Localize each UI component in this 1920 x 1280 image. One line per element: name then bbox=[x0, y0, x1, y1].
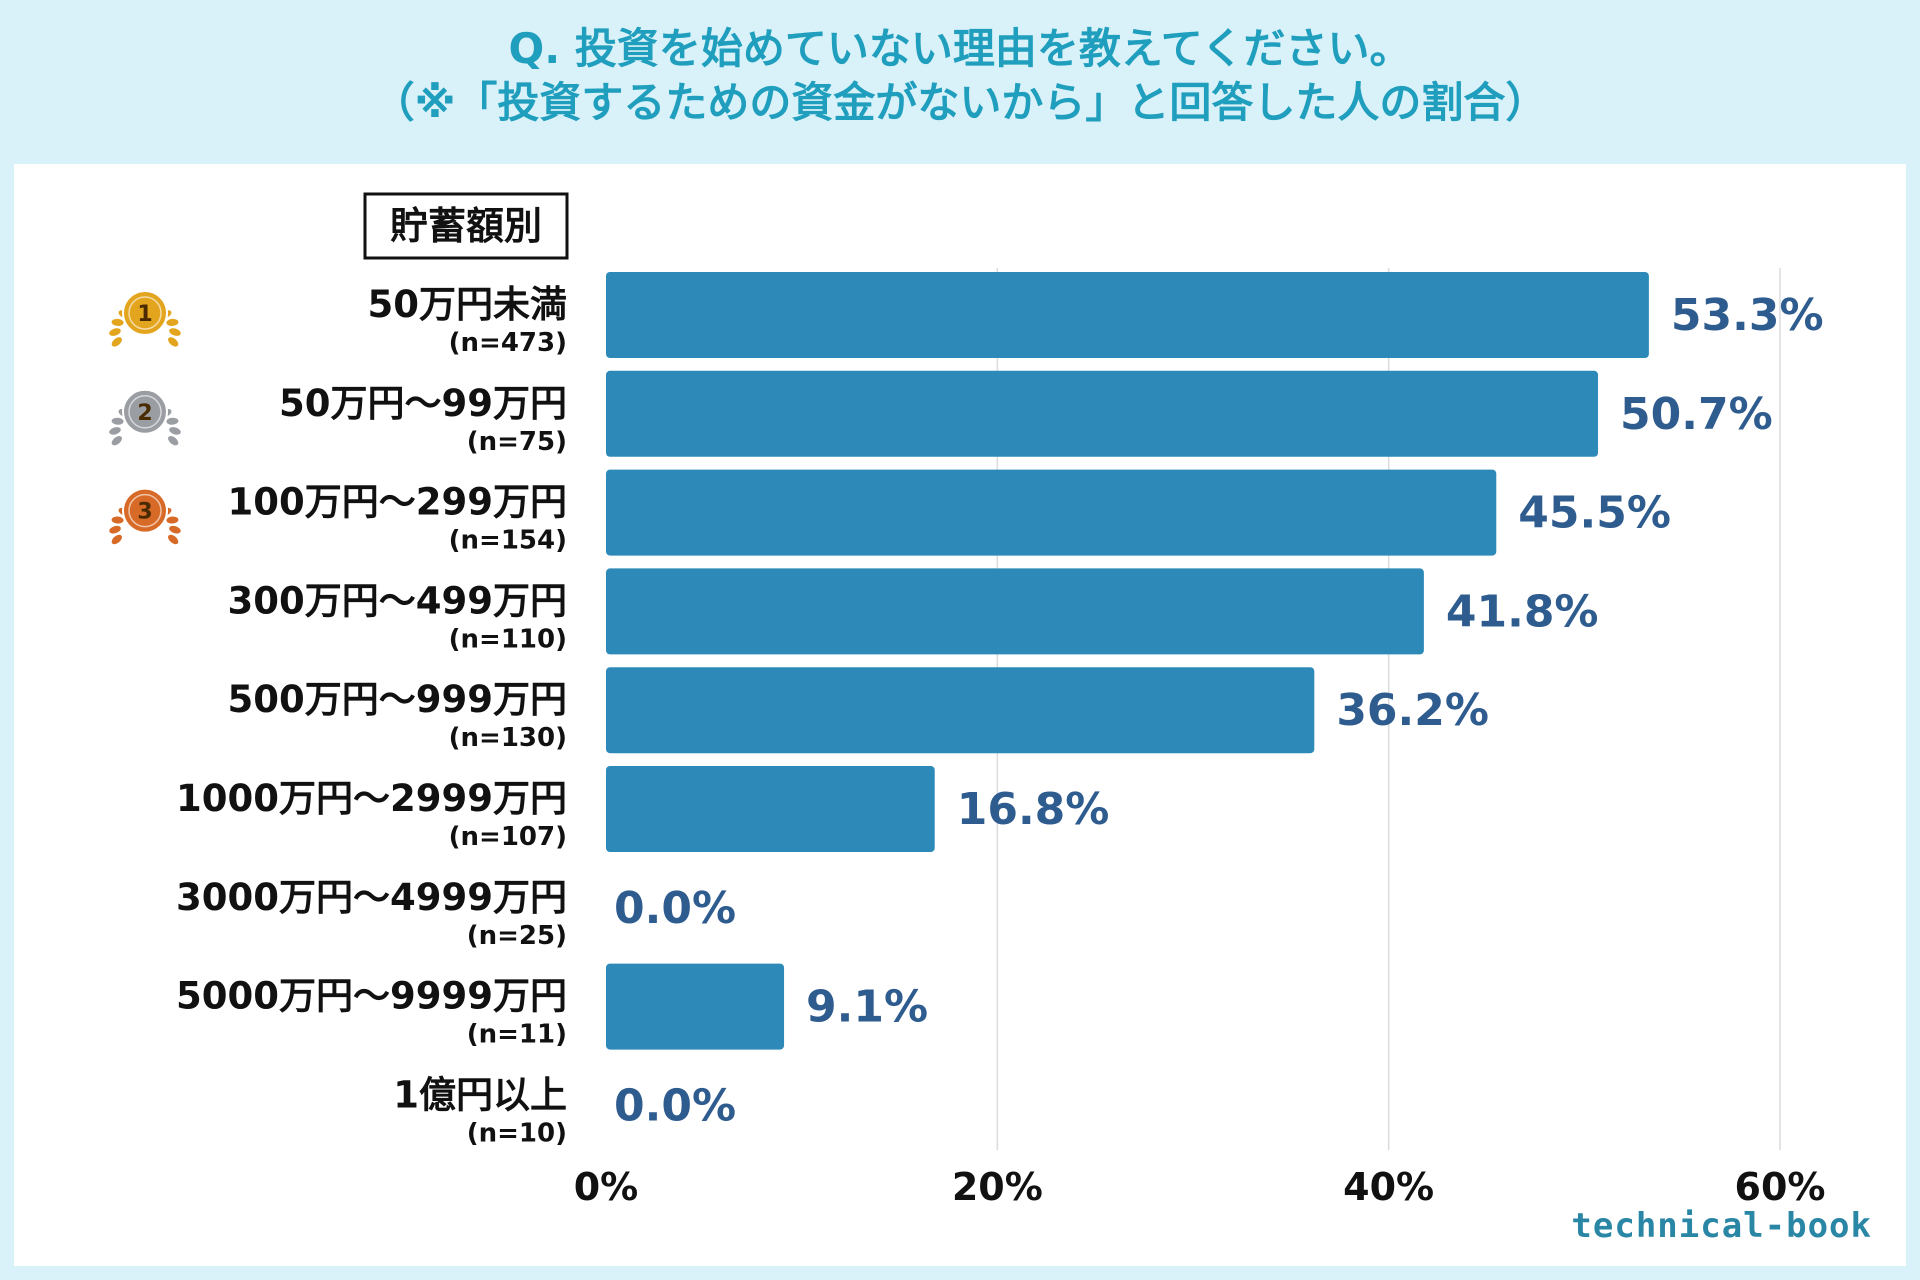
laurel-leaf bbox=[169, 427, 181, 435]
x-tick-label: 60% bbox=[1735, 1165, 1826, 1209]
medal-rank-label: 3 bbox=[137, 500, 152, 525]
silver-medal-icon: 2 bbox=[109, 388, 181, 446]
bars bbox=[606, 272, 1649, 1050]
medal-ring bbox=[128, 395, 162, 429]
bar bbox=[606, 370, 1599, 457]
category-label: 5000万円～9999万円 bbox=[176, 975, 567, 1018]
category-labels: 50万円未満(n=473)50万円～99万円(n=75)100万円～299万円(… bbox=[176, 283, 567, 1148]
chart-panel: 貯蓄額別 50万円未満 (n=473) 50万円～99万円 (n=75) 100万円～2… bbox=[14, 164, 1906, 1266]
laurel-leaf bbox=[166, 318, 179, 326]
value-label: 9.1% bbox=[806, 982, 928, 1033]
laurel-leaf bbox=[111, 318, 124, 326]
sample-size-label: (n=11) bbox=[467, 1020, 567, 1050]
x-tick-label: 40% bbox=[1343, 1165, 1434, 1209]
laurel-leaf bbox=[166, 417, 179, 425]
bar bbox=[606, 469, 1497, 556]
laurel-leaf bbox=[111, 516, 124, 524]
value-label: 36.2% bbox=[1336, 685, 1489, 736]
value-label: 0.0% bbox=[614, 883, 736, 934]
brand-logo: technical-book bbox=[1571, 1206, 1872, 1246]
legend-box-label: 貯蓄額別 bbox=[390, 204, 542, 248]
medal-rank-label: 2 bbox=[137, 401, 152, 426]
chart-title-line1: Q. 投資を始めていない理由を教えてください。 bbox=[508, 24, 1412, 73]
sample-size-label: (n=25) bbox=[467, 921, 567, 951]
laurel-leaf bbox=[111, 337, 122, 347]
medal-ring bbox=[128, 296, 162, 330]
value-label: 50.7% bbox=[1620, 389, 1773, 440]
sample-size-label: (n=107) bbox=[449, 822, 567, 852]
laurel-leaf bbox=[109, 427, 121, 435]
sample-size-label: (n=154) bbox=[449, 526, 567, 556]
laurel-leaf bbox=[169, 328, 181, 336]
category-label: 50万円未満 bbox=[368, 283, 568, 326]
bar bbox=[606, 272, 1649, 358]
x-tick-label: 20% bbox=[952, 1165, 1043, 1209]
category-label: 1000万円～2999万円 bbox=[176, 777, 567, 820]
x-tick-label: 0% bbox=[574, 1165, 639, 1209]
sample-size-label: (n=110) bbox=[449, 624, 567, 654]
sample-size-label: (n=75) bbox=[467, 427, 567, 457]
chart-title: Q. 投資を始めていない理由を教えてください。 （※「投資するための資金がないか… bbox=[0, 22, 1920, 130]
laurel-leaf bbox=[166, 516, 179, 524]
bronze-medal-icon: 3 bbox=[109, 487, 181, 545]
gold-medal-icon: 1 bbox=[109, 290, 181, 347]
laurel-leaf bbox=[111, 534, 122, 545]
rank-medals: 1 2 3 bbox=[109, 290, 181, 545]
bar bbox=[606, 766, 935, 852]
laurel-leaf bbox=[168, 534, 179, 545]
bar bbox=[606, 568, 1424, 655]
value-label: 0.0% bbox=[614, 1080, 736, 1131]
category-label: 50万円～99万円 bbox=[279, 382, 567, 425]
bar-chart: 貯蓄額別 50万円未満(n=473) 50万円～99万円(n=75) 100万円～2… bbox=[109, 192, 1826, 1209]
category-label: 3000万円～4999万円 bbox=[176, 876, 567, 919]
value-label: 16.8% bbox=[957, 784, 1110, 835]
sample-size-label: (n=130) bbox=[449, 723, 567, 753]
laurel-leaf bbox=[168, 435, 179, 446]
value-label: 41.8% bbox=[1446, 586, 1599, 637]
x-tick-labels: 0% 20% 40% 60% bbox=[574, 1165, 1826, 1209]
value-label: 45.5% bbox=[1518, 488, 1671, 539]
category-label: 100万円～299万円 bbox=[228, 481, 567, 524]
sample-size-label: (n=473) bbox=[449, 328, 567, 358]
laurel-leaf bbox=[111, 417, 124, 425]
medal-ring bbox=[128, 493, 162, 528]
category-label: 500万円～999万円 bbox=[228, 678, 567, 721]
chart-title-line2: （※「投資するための資金がないから」と回答した人の割合） bbox=[372, 78, 1548, 127]
laurel-leaf bbox=[111, 435, 122, 446]
category-label: 1億円以上 bbox=[393, 1073, 567, 1116]
bar bbox=[606, 667, 1315, 754]
category-label: 300万円～499万円 bbox=[228, 579, 567, 622]
laurel-leaf bbox=[168, 337, 179, 347]
laurel-leaf bbox=[109, 328, 121, 336]
bar bbox=[606, 963, 785, 1050]
value-label: 53.3% bbox=[1671, 290, 1824, 341]
laurel-leaf bbox=[169, 525, 181, 534]
legend-box: 貯蓄額別 bbox=[363, 192, 569, 260]
laurel-leaf bbox=[109, 525, 121, 534]
medal-rank-label: 1 bbox=[137, 302, 152, 327]
sample-size-label: (n=10) bbox=[467, 1118, 567, 1148]
value-labels: 53.3% 50.7% 45.5% 41.8% 36.2% 16.8% 0.0% 9.1% 0.… bbox=[614, 290, 1824, 1131]
